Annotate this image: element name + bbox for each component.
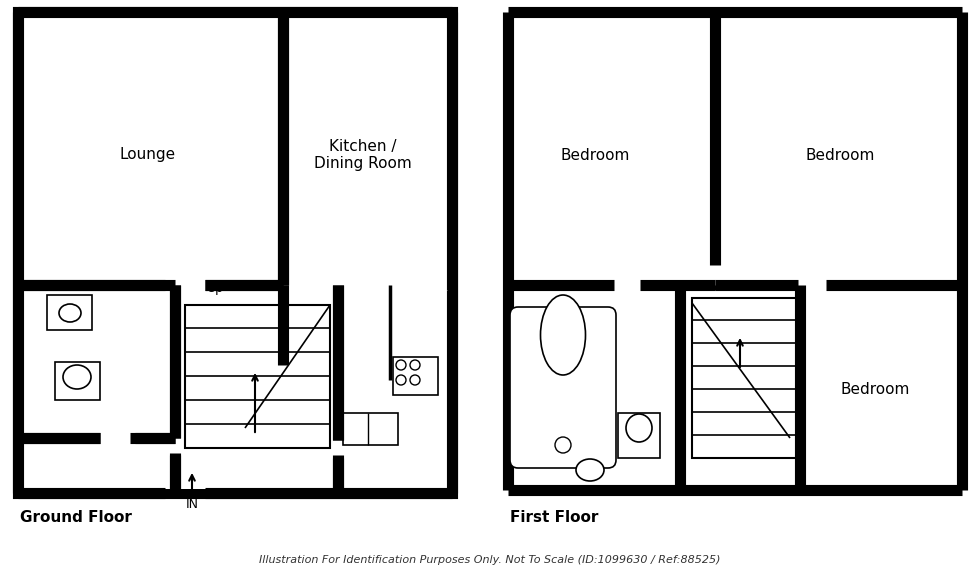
Ellipse shape <box>626 414 652 442</box>
Text: First Floor: First Floor <box>510 510 599 525</box>
Text: Up: Up <box>207 282 223 295</box>
Bar <box>18 12 452 493</box>
Ellipse shape <box>59 304 81 322</box>
Text: Dn: Dn <box>752 280 769 293</box>
Bar <box>22 16 448 489</box>
Bar <box>343 413 398 445</box>
Text: Kitchen /
Dining Room: Kitchen / Dining Room <box>315 139 412 171</box>
Text: IN: IN <box>185 498 199 511</box>
Bar <box>185 305 330 448</box>
Bar <box>393 357 438 395</box>
FancyBboxPatch shape <box>510 307 616 468</box>
Text: Bedroom: Bedroom <box>561 147 630 163</box>
Circle shape <box>555 437 571 453</box>
Circle shape <box>410 375 420 385</box>
Text: Bedroom: Bedroom <box>840 383 909 398</box>
Ellipse shape <box>63 365 91 389</box>
Text: Ground Floor: Ground Floor <box>20 510 132 525</box>
Circle shape <box>396 375 406 385</box>
Circle shape <box>396 360 406 370</box>
Circle shape <box>410 360 420 370</box>
Ellipse shape <box>541 295 585 375</box>
Bar <box>618 413 660 458</box>
Text: Bedroom: Bedroom <box>806 147 875 163</box>
Text: Lounge: Lounge <box>120 147 176 163</box>
Bar <box>692 298 800 458</box>
Bar <box>55 362 100 400</box>
Text: Illustration For Identification Purposes Only. Not To Scale (ID:1099630 / Ref:88: Illustration For Identification Purposes… <box>260 555 720 565</box>
Bar <box>512 16 958 486</box>
Bar <box>47 295 92 330</box>
Bar <box>18 12 452 493</box>
Ellipse shape <box>576 459 604 481</box>
